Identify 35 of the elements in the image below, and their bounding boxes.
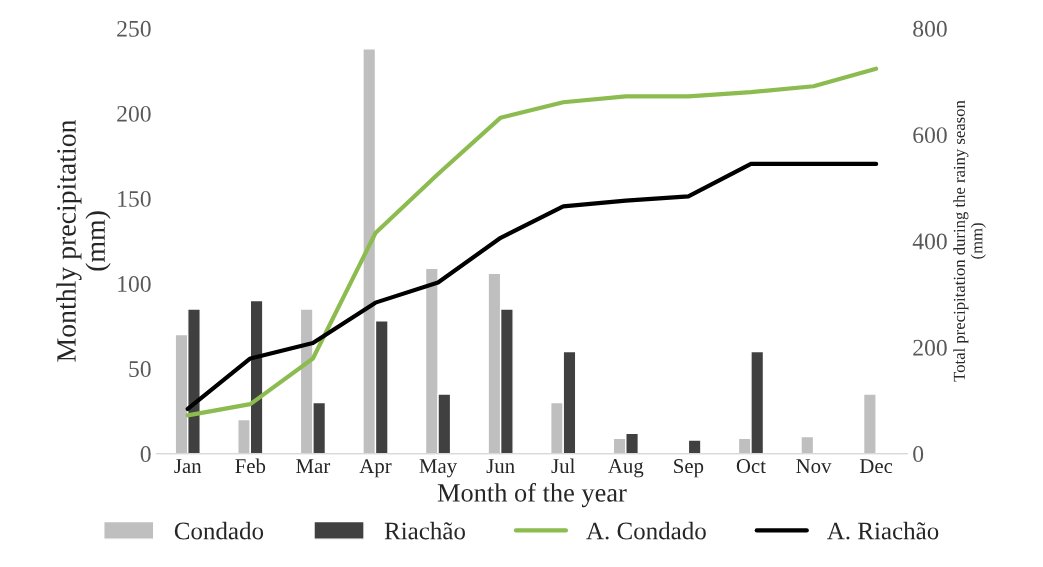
y2-tick-label: 0 (913, 446, 924, 463)
y-axis-title: Monthly precipitation (mm) (56, 119, 111, 362)
x-tick-label: Sep (674, 459, 704, 478)
y-tick-label: 150 (118, 190, 151, 207)
line-series (185, 161, 879, 412)
line-series (185, 66, 879, 418)
legend-label: Condado (174, 521, 264, 540)
y-tick-label: 50 (129, 361, 151, 377)
x-tick-label: Jun (486, 459, 515, 474)
y2-axis-title: Total precipitation during the rainy season (mm) (953, 100, 986, 382)
y2-tick-label: 800 (913, 20, 947, 37)
x-tick-label: Nov (796, 459, 832, 474)
bar (862, 393, 877, 454)
legend-label: A. Condado (586, 521, 706, 540)
x-tick-label: Feb (235, 458, 266, 474)
x-tick-label: Aug (608, 459, 644, 478)
x-tick-label: Jan (174, 459, 202, 474)
bar (687, 439, 702, 454)
x-tick-label: Dec (859, 459, 893, 474)
x-tick-label: Mar (296, 459, 331, 474)
x-tick-label: Jul (551, 458, 575, 474)
x-tick-label: May (419, 459, 458, 478)
x-axis-title: Month of the year (437, 482, 627, 508)
y2-tick-label: 200 (913, 339, 947, 356)
y2-tick-label: 400 (912, 233, 947, 250)
y-tick-label: 250 (117, 20, 151, 37)
y-tick-label: 100 (118, 275, 151, 292)
legend-label: A. Riachão (827, 521, 939, 540)
y-tick-label: 0 (140, 446, 151, 463)
y-tick-label: 200 (117, 105, 151, 122)
x-tick-label: Apr (359, 459, 392, 478)
x-tick-label: Oct (736, 459, 766, 474)
y2-tick-label: 600 (913, 127, 947, 144)
bar (800, 435, 815, 454)
legend-label: Riachão (384, 521, 465, 540)
